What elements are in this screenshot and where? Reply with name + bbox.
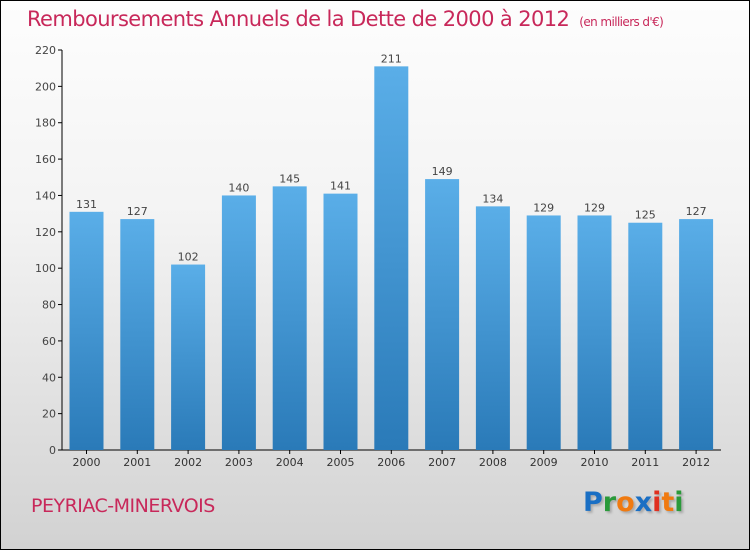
y-tick-label: 220 [35, 44, 56, 57]
logo-letter: x [634, 487, 653, 518]
data-label: 149 [432, 165, 453, 178]
y-tick-label: 80 [42, 299, 56, 312]
y-tick-label: 100 [35, 262, 56, 275]
data-label: 134 [482, 192, 503, 205]
title-text: Remboursements Annuels de la Dette de 20… [27, 7, 570, 31]
y-tick-label: 60 [42, 335, 56, 348]
data-label: 125 [635, 209, 656, 222]
logo-letter: t [661, 487, 675, 518]
city-name: PEYRIAC-MINERVOIS [31, 495, 215, 517]
y-tick-label: 200 [35, 80, 56, 93]
x-tick-label: 2010 [581, 456, 609, 469]
bar [272, 186, 307, 450]
logo-letter: o [616, 487, 635, 518]
y-tick-label: 120 [35, 226, 56, 239]
x-tick-label: 2011 [631, 456, 659, 469]
x-tick-label: 2002 [174, 456, 202, 469]
chart-title: Remboursements Annuels de la Dette de 20… [27, 7, 664, 31]
bar [425, 179, 460, 450]
data-label: 140 [228, 181, 249, 194]
logo-letter: i [652, 487, 662, 518]
y-tick-label: 180 [35, 117, 56, 130]
bar [221, 195, 256, 450]
bar [628, 222, 663, 450]
x-tick-label: 2009 [530, 456, 558, 469]
bar [526, 215, 561, 450]
data-label: 145 [279, 172, 300, 185]
data-label: 129 [533, 201, 554, 214]
x-tick-label: 2003 [225, 456, 253, 469]
bar [475, 206, 510, 450]
bar [577, 215, 612, 450]
x-tick-label: 2005 [327, 456, 355, 469]
proxiti-logo: Proxiti [583, 487, 684, 518]
data-label: 129 [584, 201, 605, 214]
data-label: 102 [178, 251, 199, 264]
logo-letter: r [602, 487, 617, 518]
x-tick-label: 2004 [276, 456, 304, 469]
logo-letter: P [583, 487, 603, 518]
x-tick-label: 2007 [428, 456, 456, 469]
bar [323, 193, 358, 451]
bar [679, 219, 714, 450]
logo-letter: i [674, 487, 684, 518]
bar [120, 219, 155, 450]
data-label: 211 [381, 52, 402, 65]
y-tick-label: 20 [42, 408, 56, 421]
data-label: 127 [127, 205, 148, 218]
data-label: 141 [330, 180, 351, 193]
bar [374, 66, 409, 450]
x-tick-label: 2008 [479, 456, 507, 469]
unit-label: (en milliers d'€) [579, 15, 664, 29]
x-tick-label: 2012 [682, 456, 710, 469]
bar [69, 211, 104, 450]
x-tick-label: 2001 [123, 456, 151, 469]
y-tick-label: 0 [49, 444, 56, 457]
bar [171, 264, 206, 450]
x-tick-label: 2000 [73, 456, 101, 469]
data-label: 127 [686, 205, 707, 218]
x-tick-label: 2006 [377, 456, 405, 469]
y-tick-label: 40 [42, 371, 56, 384]
data-label: 131 [76, 198, 97, 211]
y-tick-label: 140 [35, 189, 56, 202]
y-tick-label: 160 [35, 153, 56, 166]
